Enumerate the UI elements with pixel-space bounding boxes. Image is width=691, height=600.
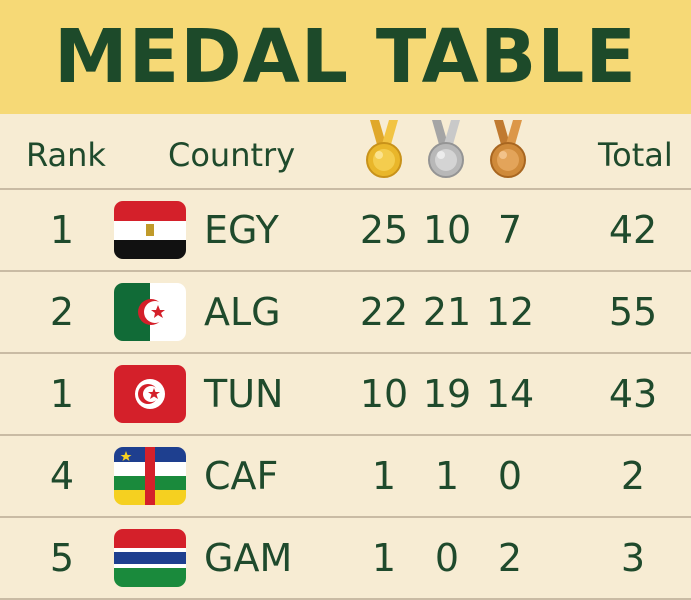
bronze-count: 2 [497, 536, 523, 580]
table-row: 2 ALG 22 21 12 55 [0, 272, 691, 354]
tunisia-flag-icon [114, 365, 186, 423]
egypt-flag-icon [114, 201, 186, 259]
rank-cell: 1 [49, 208, 75, 252]
gold-count: 10 [359, 372, 409, 416]
country-code: GAM [204, 536, 293, 580]
gold-count: 25 [359, 208, 409, 252]
central-african-republic-flag-icon [114, 447, 186, 505]
page-title: MEDAL TABLE [54, 14, 637, 100]
table-row: 1 TUN 10 19 14 43 [0, 354, 691, 436]
table-header: Rank Country [0, 114, 691, 190]
table-row: 5 GAM 1 0 2 3 [0, 518, 691, 600]
silver-count: 21 [422, 290, 472, 334]
table-row: 4 CAF 1 1 0 2 [0, 436, 691, 518]
gold-count: 1 [371, 454, 397, 498]
rank-cell: 4 [49, 454, 75, 498]
country-header: Country [168, 136, 296, 174]
total-count: 2 [620, 454, 646, 498]
bronze-count: 7 [497, 208, 523, 252]
bronze-count: 0 [497, 454, 523, 498]
silver-count: 0 [434, 536, 460, 580]
rank-header: Rank [26, 136, 106, 174]
silver-count: 19 [422, 372, 472, 416]
silver-count: 1 [434, 454, 460, 498]
silver-count: 10 [422, 208, 472, 252]
gold-count: 1 [371, 536, 397, 580]
total-count: 3 [620, 536, 646, 580]
total-count: 55 [608, 290, 658, 334]
title-banner: MEDAL TABLE [0, 0, 691, 114]
total-count: 43 [608, 372, 658, 416]
total-count: 42 [608, 208, 658, 252]
rank-cell: 2 [49, 290, 75, 334]
algeria-flag-icon [114, 283, 186, 341]
bronze-medal-icon [486, 118, 530, 180]
rank-cell: 5 [49, 536, 75, 580]
medal-table: Rank Country [0, 114, 691, 600]
country-code: EGY [204, 208, 279, 252]
total-header: Total [598, 136, 673, 174]
gold-count: 22 [359, 290, 409, 334]
rank-cell: 1 [49, 372, 75, 416]
table-row: 1 EGY 25 10 7 42 [0, 190, 691, 272]
bronze-count: 12 [485, 290, 535, 334]
gold-medal-icon [362, 118, 406, 180]
bronze-count: 14 [485, 372, 535, 416]
country-code: TUN [204, 372, 284, 416]
country-code: ALG [204, 290, 281, 334]
country-code: CAF [204, 454, 279, 498]
silver-medal-icon [424, 118, 468, 180]
gambia-flag-icon [114, 529, 186, 587]
